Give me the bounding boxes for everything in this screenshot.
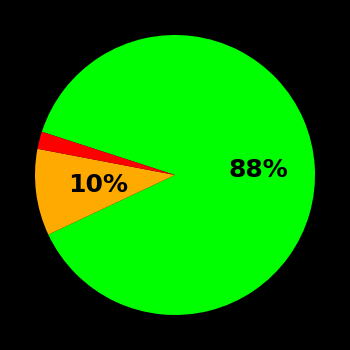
Text: 88%: 88% bbox=[229, 158, 289, 182]
Wedge shape bbox=[42, 35, 315, 315]
Text: 10%: 10% bbox=[69, 173, 128, 197]
Wedge shape bbox=[35, 149, 175, 234]
Wedge shape bbox=[37, 132, 175, 175]
